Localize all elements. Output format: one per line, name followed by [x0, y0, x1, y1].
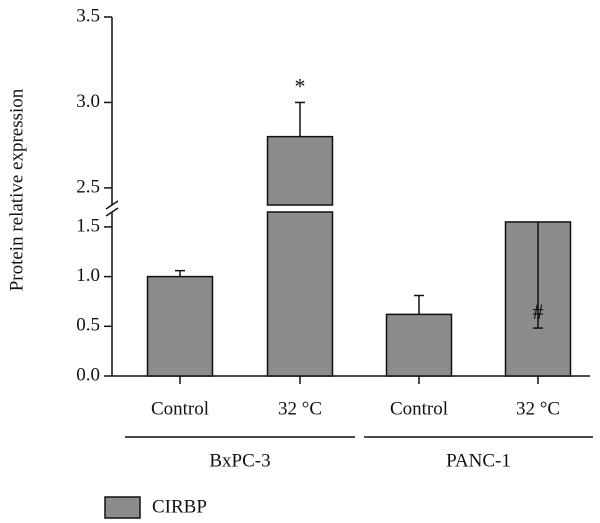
x-tick-label: 32 °C: [516, 398, 560, 419]
y-tick-label: 3.0: [76, 91, 100, 112]
y-axis-label: Protein relative expression: [6, 88, 27, 291]
annotation: *: [295, 74, 306, 99]
x-tick-label: Control: [390, 398, 448, 419]
legend-swatch: [104, 496, 141, 519]
x-tick-label: 32 °C: [278, 398, 322, 419]
y-tick-label: 0.5: [76, 315, 100, 336]
bar: [146, 275, 214, 377]
bar: [266, 135, 334, 206]
bar: [385, 313, 453, 377]
y-tick-label: 1.5: [76, 215, 100, 236]
axis-break: [105, 207, 119, 217]
y-tick-label: 3.5: [76, 5, 100, 26]
axis-break: [105, 200, 119, 210]
bar: [266, 211, 334, 377]
x-tick-label: Control: [151, 398, 209, 419]
group-label: PANC-1: [446, 450, 511, 471]
y-tick-label: 1.0: [76, 265, 100, 286]
annotation: #: [533, 299, 544, 324]
y-tick-label: 0.0: [76, 364, 100, 385]
y-tick-label: 2.5: [76, 176, 100, 197]
group-label: BxPC-3: [209, 450, 270, 471]
legend-label: CIRBP: [152, 496, 207, 517]
